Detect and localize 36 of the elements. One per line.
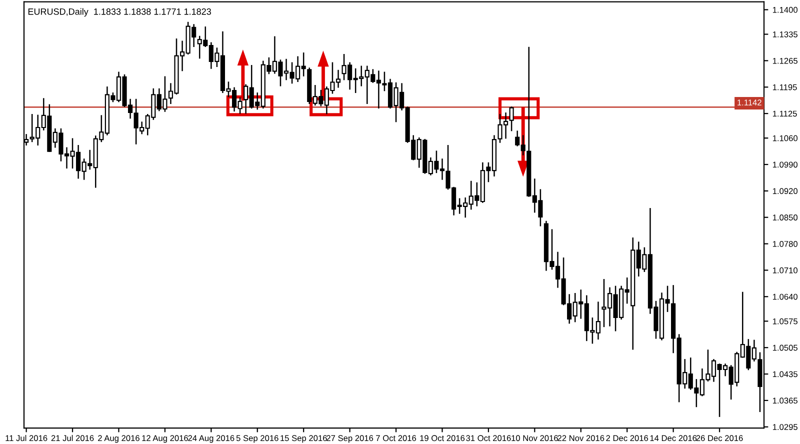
x-tick-label: 27 Sep 2016 — [326, 435, 374, 443]
x-tick-label: 21 Jul 2016 — [51, 434, 94, 442]
x-tick-label: 24 Aug 2016 — [188, 435, 234, 443]
x-tick-label: 12 Aug 2016 — [142, 435, 188, 443]
y-tick-label: 1.0365 — [772, 398, 798, 404]
x-tick-label: 15 Sep 2016 — [280, 435, 327, 443]
x-tick-label: 10 Nov 2016 — [512, 435, 558, 442]
y-tick-label: 1.0920 — [772, 188, 798, 194]
x-tick-label: 7 Oct 2016 — [376, 435, 416, 442]
y-tick-label: 1.0435 — [772, 371, 798, 378]
y-tick-label: 1.1335 — [772, 31, 798, 38]
y-tick-label: 1.0575 — [772, 318, 798, 324]
x-tick-label: 2 Dec 2016 — [606, 435, 648, 442]
candlestick — [509, 106, 514, 132]
x-tick-label: 22 Nov 2016 — [558, 435, 604, 442]
x-tick-label: 2 Aug 2016 — [98, 435, 140, 443]
x-tick-label: 19 Oct 2016 — [420, 435, 465, 442]
y-tick-label: 1.0710 — [772, 267, 798, 274]
y-tick-label: 1.0990 — [772, 162, 798, 168]
x-tick-label: 31 Oct 2016 — [466, 435, 511, 442]
x-tick-label: 26 Dec 2016 — [696, 435, 743, 442]
text: EURUSD,Daily 1.1833 1.1838 1.1771 1.1823 — [28, 8, 211, 17]
y-tick-label: 1.1125 — [772, 110, 797, 117]
y-tick-label: 1.0505 — [772, 344, 798, 351]
y-tick-label: 1.1400 — [772, 6, 798, 13]
y-tick-label: 1.1060 — [772, 135, 798, 142]
y-tick-label: 1.0295 — [772, 424, 798, 430]
x-tick-label: 14 Dec 2016 — [650, 435, 697, 442]
ref-line-label: 1.1142 — [738, 100, 762, 106]
y-tick-label: 1.0780 — [772, 240, 798, 247]
y-tick-label: 1.1265 — [772, 58, 798, 64]
y-tick-label: 1.1195 — [772, 84, 797, 90]
y-tick-label: 1.0850 — [772, 214, 798, 220]
y-tick-label: 1.0640 — [772, 294, 798, 300]
x-tick-label: 11 Jul 2016 — [6, 434, 48, 442]
x-tick-label: 5 Sep 2016 — [236, 435, 278, 443]
